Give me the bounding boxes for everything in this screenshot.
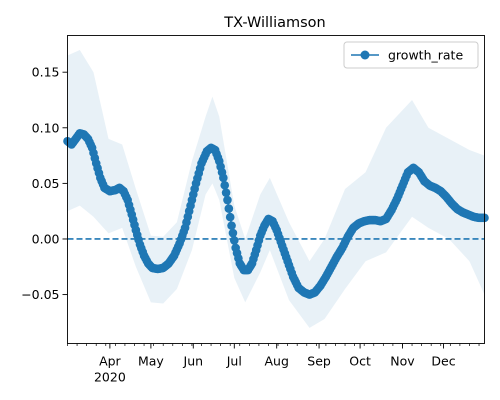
chart-title: TX-Williamson — [223, 15, 325, 31]
data-point — [223, 195, 232, 205]
x-tick-label: Sep — [307, 354, 331, 369]
band-layer — [67, 49, 485, 328]
x-tick-label: Jun — [183, 354, 204, 369]
series-layer — [63, 129, 489, 299]
legend-label: growth_rate — [388, 48, 463, 63]
y-tick-label: 0.15 — [32, 65, 60, 80]
y-tick-label: −0.05 — [21, 287, 59, 302]
y-tick-label: 0.10 — [32, 120, 60, 135]
data-point — [224, 204, 234, 213]
data-point — [228, 228, 238, 238]
y-tick-label: 0.05 — [32, 176, 60, 191]
legend: growth_rate — [343, 41, 479, 69]
x-tick-label: Jul — [226, 354, 242, 369]
y-axis: 0.15 0.10 0.05 0.00 −0.05 — [21, 65, 68, 302]
x-tick-label: Nov — [390, 354, 415, 369]
uncertainty-band — [67, 49, 485, 328]
x-tick-label: Apr — [99, 354, 121, 369]
x-tick-label: Oct — [349, 354, 371, 369]
data-point — [225, 212, 235, 222]
y-tick-label: 0.00 — [32, 231, 60, 246]
legend-marker — [360, 50, 370, 60]
data-point — [219, 173, 228, 183]
x-tick-label: Aug — [264, 354, 288, 369]
plot-frame — [67, 35, 485, 344]
x-tick-sublabel: 2020 — [94, 370, 126, 385]
data-point — [227, 221, 236, 230]
data-point — [221, 188, 231, 197]
x-tick-label: Dec — [431, 354, 455, 369]
legend-box — [343, 41, 479, 69]
x-tick-label: May — [138, 354, 164, 369]
data-point — [230, 236, 239, 245]
data-point — [220, 180, 230, 190]
